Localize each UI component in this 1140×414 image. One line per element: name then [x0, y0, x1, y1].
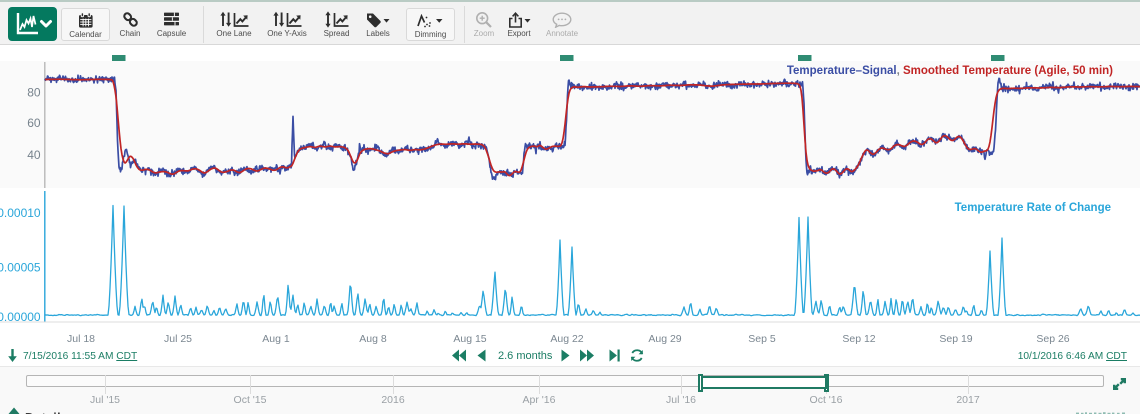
svg-text:40: 40 — [27, 148, 41, 162]
svg-text:Sep 19: Sep 19 — [939, 333, 972, 345]
svg-text:0.00010: 0.00010 — [0, 206, 41, 220]
svg-text:0.00005: 0.00005 — [0, 261, 41, 275]
svg-text:Sep 12: Sep 12 — [842, 333, 875, 345]
svg-text:Aug 22: Aug 22 — [550, 333, 583, 345]
svg-text:Jul 25: Jul 25 — [164, 333, 192, 345]
svg-text:Sep 5: Sep 5 — [748, 333, 776, 345]
svg-text:Aug 1: Aug 1 — [262, 333, 290, 345]
svg-text:60: 60 — [27, 116, 41, 130]
svg-text:Jul 18: Jul 18 — [67, 333, 95, 345]
svg-text:Aug 15: Aug 15 — [453, 333, 486, 345]
svg-text:Aug 8: Aug 8 — [359, 333, 387, 345]
svg-text:0.00000: 0.00000 — [0, 310, 41, 324]
svg-text:Temperature–Signal, Smoothed T: Temperature–Signal, Smoothed Temperature… — [787, 65, 1113, 77]
svg-text:Aug 29: Aug 29 — [648, 333, 681, 345]
svg-text:Temperature Rate of Change: Temperature Rate of Change — [955, 202, 1111, 214]
svg-text:Sep 26: Sep 26 — [1036, 333, 1069, 345]
svg-text:80: 80 — [27, 85, 41, 99]
